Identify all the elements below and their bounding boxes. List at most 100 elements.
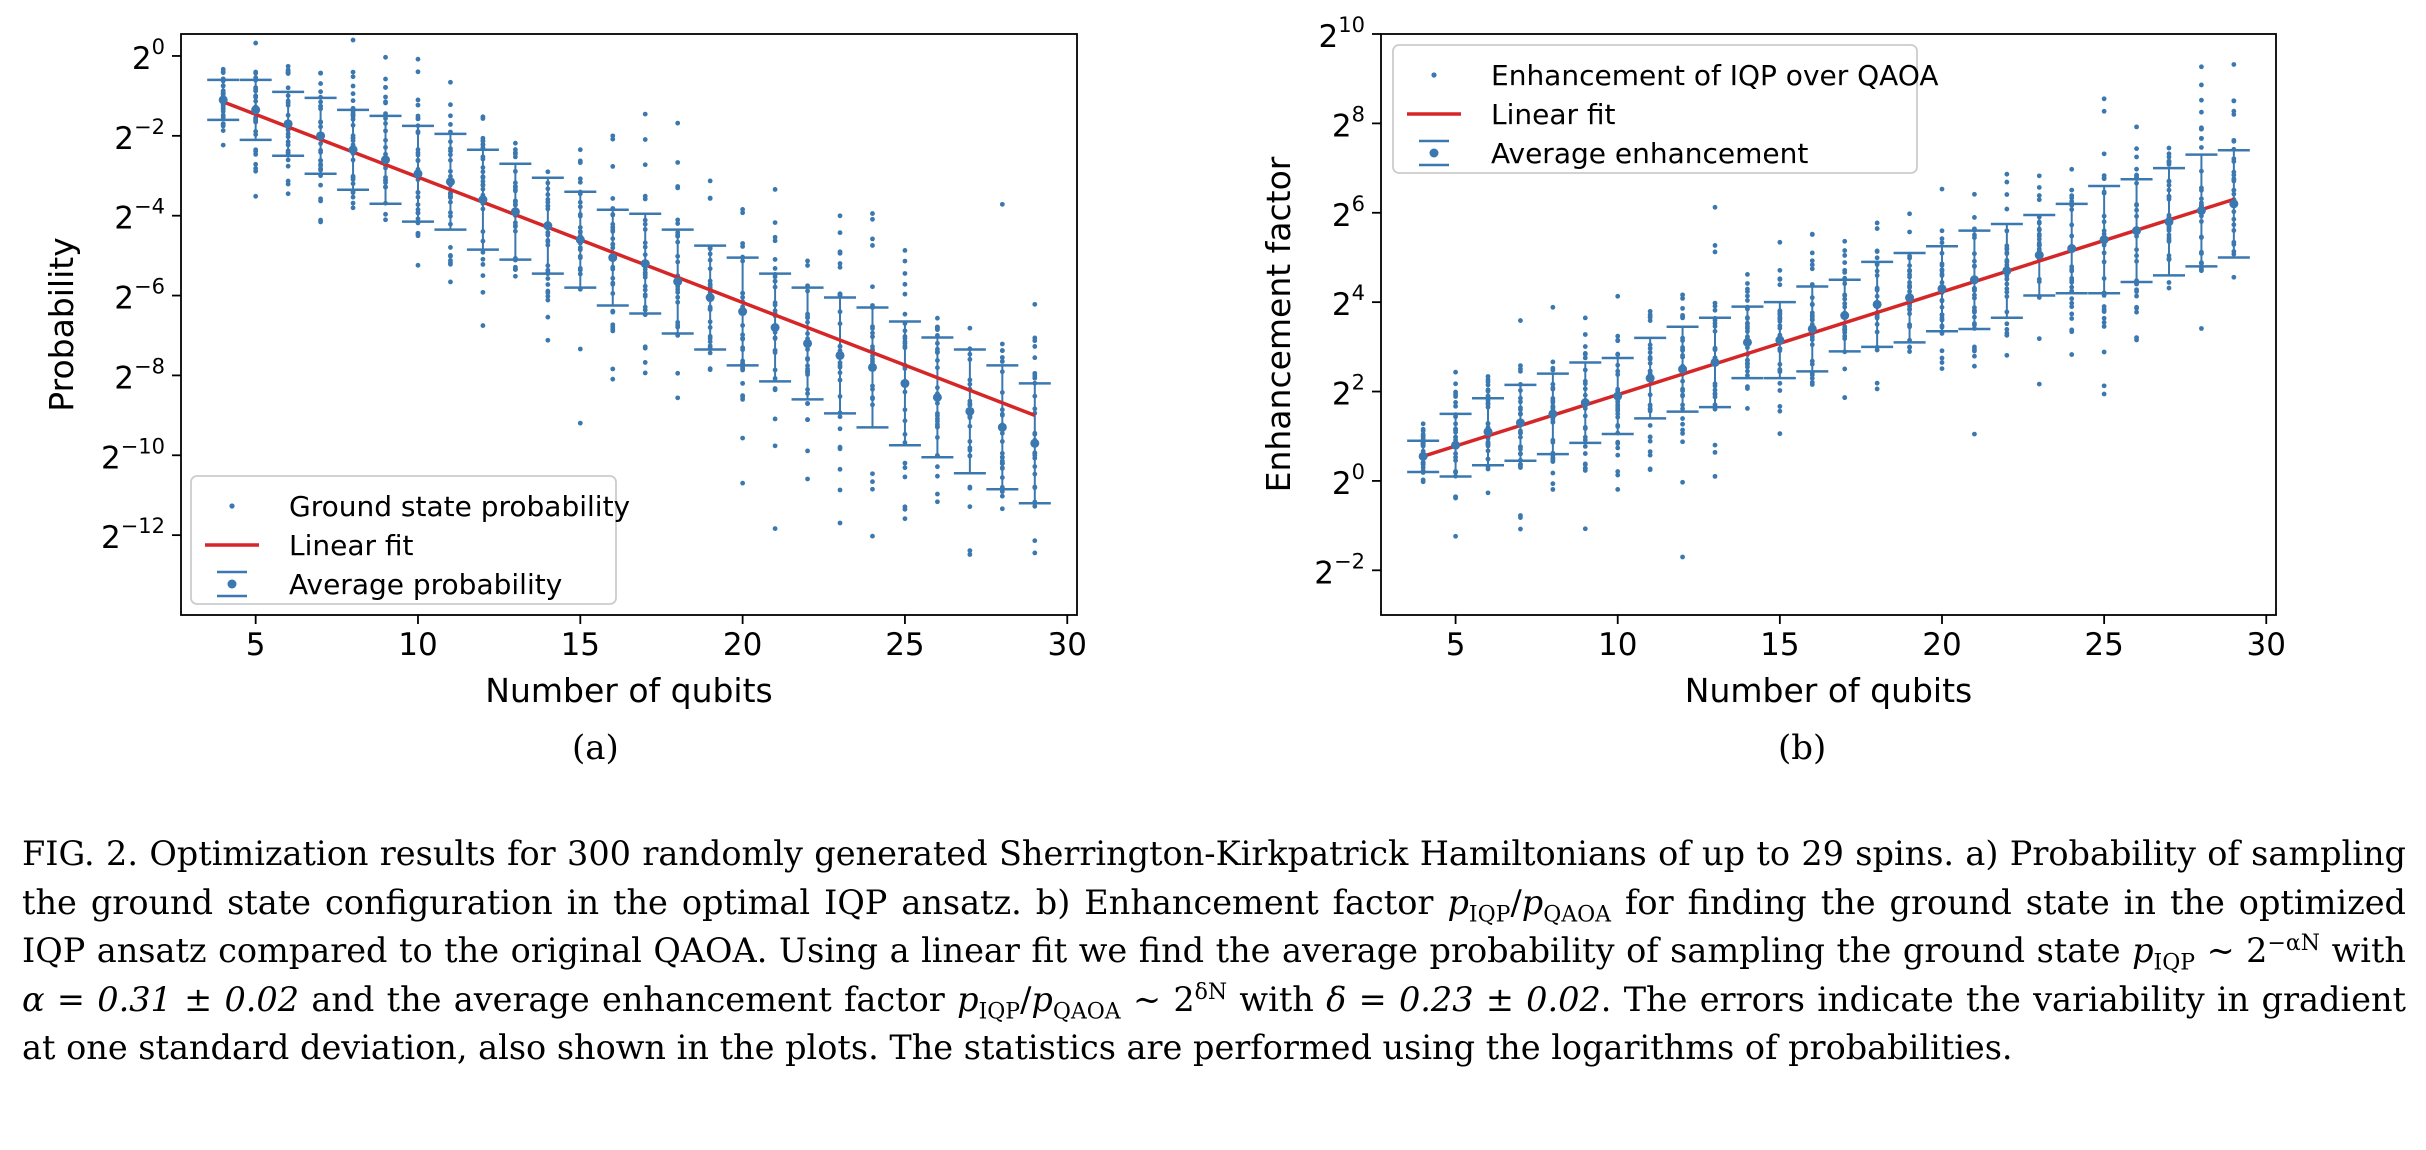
sample-point	[707, 178, 713, 184]
sample-point	[1842, 260, 1848, 265]
linear-fit-line	[1422, 197, 2235, 459]
sample-point	[1842, 253, 1848, 258]
sample-point	[2069, 304, 2075, 310]
sample-point	[1809, 258, 1815, 264]
y-tick-label: 210	[1319, 13, 1365, 55]
sample-point	[675, 120, 681, 126]
sample-point	[512, 273, 518, 279]
sample-point	[545, 337, 551, 343]
sample-point	[220, 69, 226, 75]
sample-point	[1453, 494, 1458, 500]
sample-point	[772, 266, 778, 271]
sample-point	[1842, 248, 1848, 253]
y-tick-label: 2−4	[114, 195, 165, 237]
sample-point	[2199, 145, 2204, 150]
sample-point	[1647, 449, 1653, 455]
average-point	[1678, 364, 1688, 374]
sample-point	[967, 548, 973, 554]
average-point	[1645, 373, 1655, 383]
sample-point	[1809, 231, 1815, 237]
sample-point	[2134, 172, 2139, 178]
sample-point	[902, 291, 908, 297]
sample-point	[837, 414, 843, 420]
sample-point	[1745, 386, 1750, 391]
sample-point	[1972, 215, 1977, 220]
sample-point	[1874, 380, 1880, 386]
sample-point	[350, 200, 356, 206]
y-tick-label: 2−12	[101, 514, 165, 556]
sample-point	[1874, 386, 1880, 392]
sample-point	[740, 435, 746, 441]
panel-a-label: (a)	[572, 728, 619, 768]
sample-point	[1939, 355, 1945, 361]
sample-point	[1745, 281, 1750, 286]
sample-point	[1777, 431, 1783, 437]
sample-point	[1680, 421, 1685, 427]
sample-point	[1809, 372, 1815, 378]
sample-point	[772, 416, 778, 422]
sample-point	[967, 552, 973, 557]
sample-point	[805, 263, 810, 268]
average-point	[1030, 438, 1040, 448]
sample-point	[1745, 293, 1750, 299]
sample-point	[1647, 452, 1653, 458]
sample-point	[383, 99, 388, 105]
sample-point	[870, 216, 875, 222]
sample-point	[1032, 338, 1038, 344]
sample-point	[2166, 145, 2172, 151]
sample-point	[2101, 324, 2107, 329]
sample-point	[1680, 554, 1685, 560]
average-point	[1515, 418, 1525, 428]
sample-point	[350, 205, 356, 211]
sample-point	[935, 473, 940, 479]
sample-point	[2036, 185, 2042, 190]
sample-point	[253, 147, 259, 153]
sample-point	[2134, 154, 2139, 160]
sample-point	[2069, 316, 2075, 321]
sample-point	[480, 256, 486, 262]
sample-point	[675, 184, 681, 189]
x-tick-label: 5	[246, 627, 266, 663]
sample-point	[805, 258, 810, 264]
sample-point	[1809, 262, 1815, 268]
sample-point	[837, 230, 843, 236]
sample-point	[1874, 347, 1880, 353]
average-point	[770, 322, 780, 332]
sample-point	[935, 327, 940, 333]
sample-point	[350, 194, 356, 200]
sample-point	[1032, 550, 1038, 556]
average-point	[510, 207, 520, 217]
sample-point	[2004, 352, 2010, 358]
sample-point	[2101, 309, 2107, 315]
sample-point	[2166, 285, 2172, 291]
sample-point	[1615, 452, 1621, 458]
sample-point	[610, 133, 616, 139]
sample-point	[902, 465, 908, 471]
sample-point	[448, 102, 453, 108]
sample-point	[1615, 333, 1621, 339]
sample-point	[383, 94, 388, 100]
sample-point	[1712, 442, 1718, 448]
sample-point	[1615, 293, 1621, 299]
x-axis-label: Number of qubits	[485, 671, 772, 710]
sample-point	[545, 293, 551, 299]
sample-point	[1518, 526, 1523, 532]
sample-point	[318, 182, 323, 188]
sample-point	[967, 484, 973, 490]
sample-point	[480, 116, 486, 121]
average-point	[803, 338, 813, 348]
caption-p-symbol: p	[957, 979, 979, 1019]
x-tick-label: 30	[2247, 627, 2286, 663]
sample-point	[707, 350, 713, 356]
sample-point	[967, 325, 973, 331]
average-point	[2196, 206, 2206, 216]
sample-point	[350, 83, 356, 89]
average-point	[2132, 226, 2142, 236]
average-point	[251, 105, 261, 115]
average-point	[1548, 409, 1558, 419]
sample-point	[1032, 538, 1038, 544]
sample-point	[415, 97, 421, 103]
average-point	[1905, 293, 1915, 303]
sample-point	[837, 446, 843, 452]
y-tick-label: 26	[1332, 192, 1365, 234]
